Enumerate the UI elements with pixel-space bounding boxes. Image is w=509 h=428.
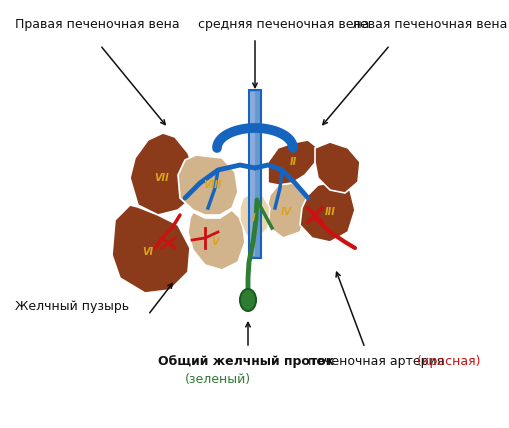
Text: VII: VII — [155, 173, 169, 183]
Text: Общий желчный проток: Общий желчный проток — [158, 355, 334, 368]
Text: VI: VI — [143, 247, 154, 257]
Polygon shape — [249, 90, 261, 258]
Polygon shape — [268, 140, 318, 185]
Text: II: II — [290, 157, 297, 167]
Polygon shape — [178, 155, 238, 215]
Polygon shape — [300, 182, 355, 242]
Text: (красная): (красная) — [413, 355, 480, 368]
Polygon shape — [130, 133, 196, 215]
Text: VIII: VIII — [203, 180, 221, 190]
Ellipse shape — [240, 289, 256, 311]
Polygon shape — [315, 142, 360, 193]
Text: левая печеночная вена: левая печеночная вена — [352, 18, 507, 31]
Text: (зеленый): (зеленый) — [185, 373, 251, 386]
Text: печеночная артерия: печеночная артерия — [308, 355, 444, 368]
Text: Правая печеночная вена: Правая печеночная вена — [15, 18, 180, 31]
Polygon shape — [188, 210, 245, 270]
Polygon shape — [112, 205, 190, 293]
Text: средняя печеночная вена: средняя печеночная вена — [198, 18, 370, 31]
Text: IV: IV — [280, 207, 292, 217]
Text: V: V — [211, 237, 219, 247]
Text: Желчный пузырь: Желчный пузырь — [15, 300, 129, 313]
Text: III: III — [325, 207, 335, 217]
Polygon shape — [266, 183, 308, 238]
Text: I: I — [252, 213, 256, 223]
Polygon shape — [240, 193, 270, 238]
Polygon shape — [250, 92, 255, 256]
